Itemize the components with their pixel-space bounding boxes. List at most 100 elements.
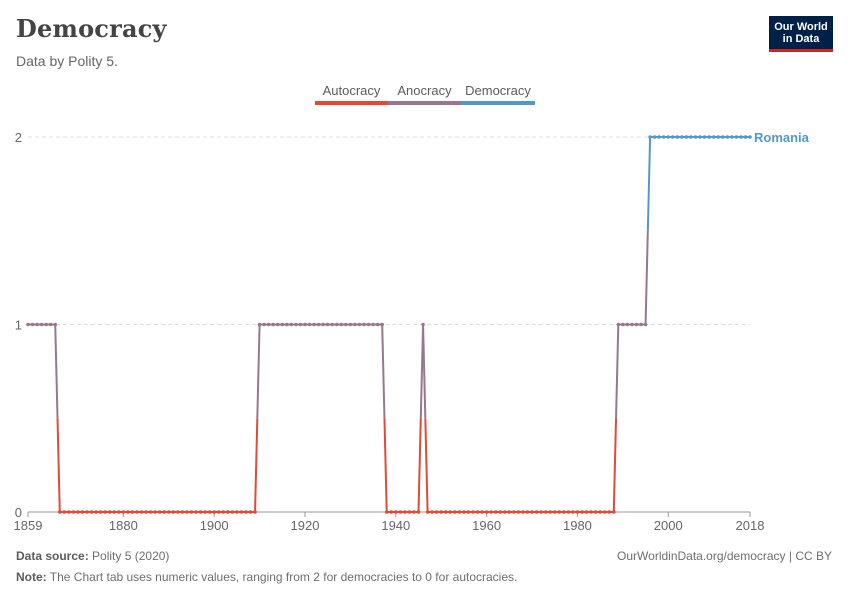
data-point-1869[interactable] — [71, 510, 76, 514]
data-point-2011[interactable] — [716, 135, 721, 139]
data-point-1927[interactable] — [334, 322, 339, 327]
data-point-1983[interactable] — [589, 510, 593, 514]
data-point-1874[interactable] — [94, 510, 98, 514]
data-point-1871[interactable] — [80, 510, 85, 514]
data-point-1878[interactable] — [112, 510, 117, 514]
data-point-1932[interactable] — [357, 322, 362, 327]
data-point-1967[interactable] — [516, 510, 521, 514]
data-point-1873[interactable] — [89, 510, 94, 514]
data-point-1947[interactable] — [425, 510, 430, 514]
data-point-1944[interactable] — [412, 510, 416, 514]
data-point-1904[interactable] — [230, 510, 235, 514]
data-point-1875[interactable] — [98, 510, 103, 514]
data-point-1924[interactable] — [321, 322, 325, 327]
data-point-2009[interactable] — [707, 135, 711, 139]
data-point-1859[interactable] — [26, 322, 30, 327]
data-point-1972[interactable] — [539, 510, 543, 514]
data-point-1879[interactable] — [117, 510, 121, 514]
data-point-2015[interactable] — [734, 135, 739, 139]
data-point-1920[interactable] — [303, 322, 307, 327]
data-point-2000[interactable] — [666, 135, 671, 139]
data-point-1897[interactable] — [198, 510, 203, 514]
data-point-1889[interactable] — [162, 510, 167, 514]
data-point-1909[interactable] — [253, 510, 257, 514]
data-point-1916[interactable] — [285, 322, 289, 327]
legend-item-anocracy[interactable]: Anocracy — [388, 83, 461, 105]
data-point-1914[interactable] — [275, 322, 280, 327]
data-point-1952[interactable] — [448, 510, 453, 514]
data-point-1986[interactable] — [602, 510, 607, 514]
data-point-1862[interactable] — [39, 322, 44, 327]
data-point-1957[interactable] — [471, 510, 475, 514]
data-point-1865[interactable] — [53, 322, 58, 327]
data-point-1867[interactable] — [62, 510, 67, 514]
data-point-1992[interactable] — [630, 322, 634, 327]
data-point-1934[interactable] — [366, 322, 371, 327]
data-point-2004[interactable] — [684, 135, 689, 139]
data-point-1968[interactable] — [521, 510, 525, 514]
data-point-2010[interactable] — [711, 135, 716, 139]
data-point-1893[interactable] — [180, 510, 185, 514]
data-point-1960[interactable] — [484, 510, 489, 514]
data-point-1942[interactable] — [403, 510, 407, 514]
data-point-2002[interactable] — [675, 135, 680, 139]
data-point-1929[interactable] — [344, 322, 348, 327]
data-point-1886[interactable] — [148, 510, 153, 514]
data-point-2005[interactable] — [689, 135, 693, 139]
data-point-1908[interactable] — [248, 510, 253, 514]
legend-item-democracy[interactable]: Democracy — [461, 83, 535, 105]
data-point-1917[interactable] — [289, 322, 294, 327]
data-point-1891[interactable] — [171, 510, 176, 514]
data-point-1979[interactable] — [571, 510, 575, 514]
data-point-1982[interactable] — [584, 510, 589, 514]
data-point-1963[interactable] — [498, 510, 503, 514]
data-point-2006[interactable] — [693, 135, 698, 139]
data-point-1949[interactable] — [434, 510, 439, 514]
data-point-1884[interactable] — [139, 510, 144, 514]
data-point-1954[interactable] — [457, 510, 462, 514]
data-point-1894[interactable] — [185, 510, 189, 514]
data-point-1880[interactable] — [121, 510, 126, 514]
data-point-2007[interactable] — [698, 135, 702, 139]
data-point-1955[interactable] — [462, 510, 466, 514]
data-point-1999[interactable] — [661, 135, 666, 139]
data-point-2012[interactable] — [720, 135, 725, 139]
data-point-1966[interactable] — [512, 510, 516, 514]
data-point-1926[interactable] — [330, 322, 335, 327]
data-point-1958[interactable] — [475, 510, 480, 514]
data-point-1860[interactable] — [30, 322, 35, 327]
data-point-1989[interactable] — [616, 322, 621, 327]
data-point-1872[interactable] — [85, 510, 89, 514]
data-point-1915[interactable] — [280, 322, 285, 327]
data-point-1994[interactable] — [639, 322, 643, 327]
source-url-link[interactable]: OurWorldinData.org/democracy | CC BY — [617, 549, 832, 563]
data-point-1923[interactable] — [316, 322, 321, 327]
data-point-1888[interactable] — [157, 510, 162, 514]
data-point-1887[interactable] — [153, 510, 157, 514]
data-point-1975[interactable] — [552, 510, 557, 514]
data-point-1945[interactable] — [416, 510, 421, 514]
data-point-1962[interactable] — [493, 510, 498, 514]
data-point-1939[interactable] — [389, 510, 394, 514]
data-point-1981[interactable] — [580, 510, 584, 514]
data-point-1892[interactable] — [176, 510, 180, 514]
data-point-1877[interactable] — [107, 510, 112, 514]
data-point-1987[interactable] — [607, 510, 612, 514]
owid-logo[interactable]: Our World in Data — [769, 16, 833, 52]
data-point-1950[interactable] — [439, 510, 444, 514]
data-point-2001[interactable] — [671, 135, 675, 139]
data-point-1898[interactable] — [203, 510, 207, 514]
data-point-1980[interactable] — [575, 510, 580, 514]
data-point-1922[interactable] — [312, 322, 316, 327]
data-point-1919[interactable] — [298, 322, 303, 327]
data-point-1964[interactable] — [502, 510, 507, 514]
data-point-1905[interactable] — [235, 510, 239, 514]
data-point-1902[interactable] — [221, 510, 226, 514]
data-point-1953[interactable] — [453, 510, 457, 514]
data-point-2017[interactable] — [743, 135, 748, 139]
data-point-1940[interactable] — [394, 510, 398, 514]
data-point-1938[interactable] — [384, 510, 389, 514]
data-point-1910[interactable] — [257, 322, 262, 327]
data-point-1925[interactable] — [325, 322, 330, 327]
data-point-1870[interactable] — [76, 510, 80, 514]
